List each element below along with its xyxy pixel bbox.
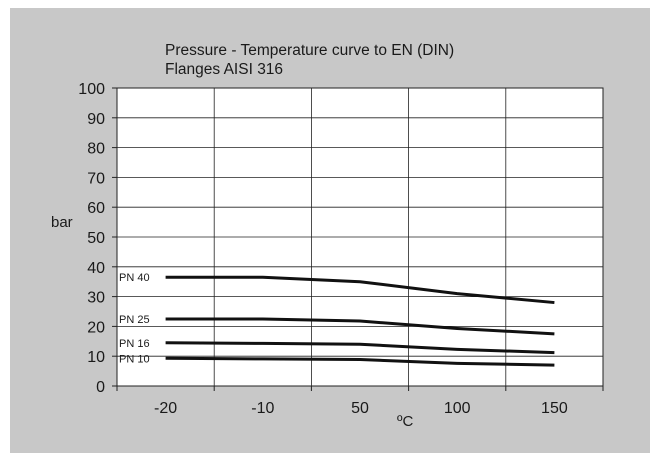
x-axis-label: ºC — [397, 413, 413, 430]
series-label: PN 25 — [119, 314, 150, 326]
x-tick-label: -20 — [154, 400, 177, 417]
series-label: PN 10 — [119, 353, 150, 365]
y-tick-label: 10 — [87, 349, 105, 366]
chart-title: Pressure - Temperature curve to EN (DIN) — [165, 42, 454, 59]
y-tick-label: 90 — [87, 111, 105, 128]
y-tick-label: 100 — [78, 81, 105, 98]
x-tick-label: 50 — [351, 400, 369, 417]
axes — [112, 87, 604, 391]
series-label: PN 40 — [119, 272, 150, 284]
series-line — [165, 341, 555, 355]
x-tick-label: 100 — [444, 400, 471, 417]
y-tick-label: 70 — [87, 170, 105, 187]
y-tick-label: 0 — [96, 379, 105, 396]
y-tick-label: 50 — [87, 230, 105, 247]
y-tick-label: 30 — [87, 290, 105, 307]
tick-labels: 0 10 20 30 40 50 60 70 80 90 100 -20 -10 50 100 150 PN 4… — [78, 81, 568, 417]
pressure-temperature-chart: 0 10 20 30 40 50 60 70 80 90 100 -20 -10 50 100 150 PN 4… — [51, 42, 604, 430]
series-line — [165, 275, 555, 305]
chart-frame: 0 10 20 30 40 50 60 70 80 90 100 -20 -10 50 100 150 PN 4… — [10, 8, 650, 453]
series-lines — [165, 275, 555, 367]
y-tick-label: 20 — [87, 319, 105, 336]
x-tick-label: 150 — [541, 400, 568, 417]
grid-lines — [116, 87, 604, 387]
series-line — [165, 356, 555, 367]
x-tick-label: -10 — [251, 400, 274, 417]
chart-subtitle: Flanges AISI 316 — [165, 61, 283, 78]
series-label: PN 16 — [119, 338, 150, 350]
y-tick-label: 80 — [87, 141, 105, 158]
y-axis-label: bar — [51, 214, 73, 231]
y-tick-label: 60 — [87, 200, 105, 217]
y-tick-label: 40 — [87, 260, 105, 277]
series-line — [165, 317, 555, 336]
